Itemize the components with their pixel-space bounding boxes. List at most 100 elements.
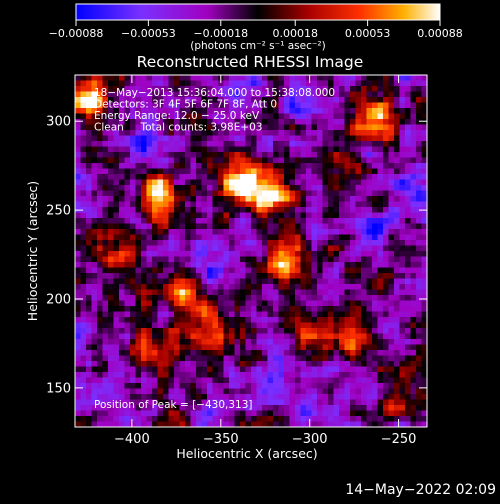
heatmap-cell	[86, 383, 92, 389]
heatmap-cell	[273, 295, 279, 301]
heatmap-cell	[196, 212, 202, 219]
heatmap-cell	[410, 311, 417, 318]
heatmap-cell	[394, 289, 400, 296]
heatmap-cell	[240, 113, 246, 120]
heatmap-cell	[355, 163, 362, 169]
heatmap-cell	[267, 300, 274, 307]
heatmap-cell	[278, 113, 285, 120]
heatmap-cell	[97, 372, 103, 378]
heatmap-cell	[80, 377, 87, 384]
heatmap-cell	[124, 201, 131, 208]
heatmap-cell	[135, 295, 142, 301]
heatmap-cell	[284, 163, 290, 169]
heatmap-cell	[113, 355, 120, 362]
heatmap-cell	[394, 102, 400, 109]
heatmap-cell	[256, 416, 263, 422]
heatmap-cell	[361, 185, 367, 191]
heatmap-cell	[75, 108, 81, 114]
heatmap-cell	[421, 108, 428, 114]
heatmap-cell	[229, 201, 235, 208]
heatmap-cell	[124, 97, 131, 103]
heatmap-cell	[223, 146, 230, 153]
heatmap-cell	[196, 289, 202, 296]
heatmap-cell	[278, 394, 285, 400]
heatmap-cell	[135, 80, 142, 87]
heatmap-cell	[366, 113, 373, 120]
heatmap-cell	[416, 168, 422, 175]
heatmap-cell	[157, 218, 164, 224]
heatmap-cell	[372, 234, 378, 241]
heatmap-cell	[168, 218, 175, 224]
heatmap-cell	[399, 124, 406, 131]
heatmap-cell	[201, 394, 208, 400]
heatmap-cell	[328, 256, 334, 263]
heatmap-cell	[168, 174, 175, 180]
heatmap-cell	[256, 130, 263, 136]
heatmap-cell	[399, 344, 406, 351]
heatmap-cell	[295, 207, 301, 213]
heatmap-cell	[229, 383, 235, 389]
heatmap-cell	[234, 75, 241, 81]
heatmap-cell	[218, 256, 224, 263]
heatmap-cell	[146, 146, 153, 153]
heatmap-cell	[383, 174, 389, 180]
heatmap-cell	[355, 339, 362, 345]
heatmap-cell	[201, 295, 208, 301]
heatmap-cell	[91, 267, 98, 274]
heatmap-cell	[405, 174, 411, 180]
heatmap-cell	[218, 146, 224, 153]
heatmap-cell	[174, 229, 180, 235]
heatmap-cell	[234, 229, 241, 235]
heatmap-cell	[163, 113, 169, 120]
heatmap-cell	[333, 251, 340, 257]
heatmap-cell	[229, 91, 235, 98]
heatmap-cell	[196, 86, 202, 92]
heatmap-cell	[80, 333, 87, 340]
heatmap-cell	[190, 383, 197, 389]
heatmap-cell	[399, 366, 406, 373]
heatmap-cell	[410, 229, 417, 235]
heatmap-cell	[399, 339, 406, 345]
heatmap-cell	[344, 322, 351, 329]
heatmap-cell	[223, 212, 230, 219]
heatmap-cell	[273, 223, 279, 230]
heatmap-cell	[289, 328, 296, 334]
heatmap-cell	[97, 212, 103, 219]
heatmap-cell	[212, 223, 219, 230]
heatmap-cell	[405, 394, 411, 400]
heatmap-cell	[201, 284, 208, 290]
heatmap-cell	[339, 168, 345, 175]
heatmap-cell	[75, 339, 81, 345]
heatmap-cell	[372, 289, 378, 296]
heatmap-cell	[207, 339, 213, 345]
heatmap-cell	[366, 152, 373, 158]
heatmap-cell	[124, 174, 131, 180]
heatmap-cell	[262, 80, 268, 87]
heatmap-cell	[108, 350, 114, 356]
heatmap-cell	[300, 295, 307, 301]
heatmap-cell	[306, 410, 312, 417]
heatmap-cell	[196, 196, 202, 202]
heatmap-cell	[174, 240, 180, 246]
heatmap-cell	[179, 289, 186, 296]
heatmap-cell	[322, 377, 329, 384]
heatmap-cell	[278, 141, 285, 147]
heatmap-cell	[284, 278, 290, 285]
heatmap-cell	[416, 223, 422, 230]
heatmap-cell	[75, 168, 81, 175]
heatmap-cell	[284, 311, 290, 318]
heatmap-cell	[388, 267, 395, 274]
heatmap-cell	[394, 366, 400, 373]
heatmap-cell	[119, 86, 125, 92]
heatmap-cell	[80, 372, 87, 378]
heatmap-cell	[223, 410, 230, 417]
heatmap-cell	[377, 306, 384, 312]
heatmap-cell	[289, 229, 296, 235]
heatmap-cell	[410, 372, 417, 378]
heatmap-cell	[201, 262, 208, 268]
heatmap-cell	[141, 421, 147, 428]
heatmap-cell	[223, 108, 230, 114]
heatmap-cell	[163, 124, 169, 131]
heatmap-cell	[229, 284, 235, 290]
heatmap-cell	[284, 141, 290, 147]
